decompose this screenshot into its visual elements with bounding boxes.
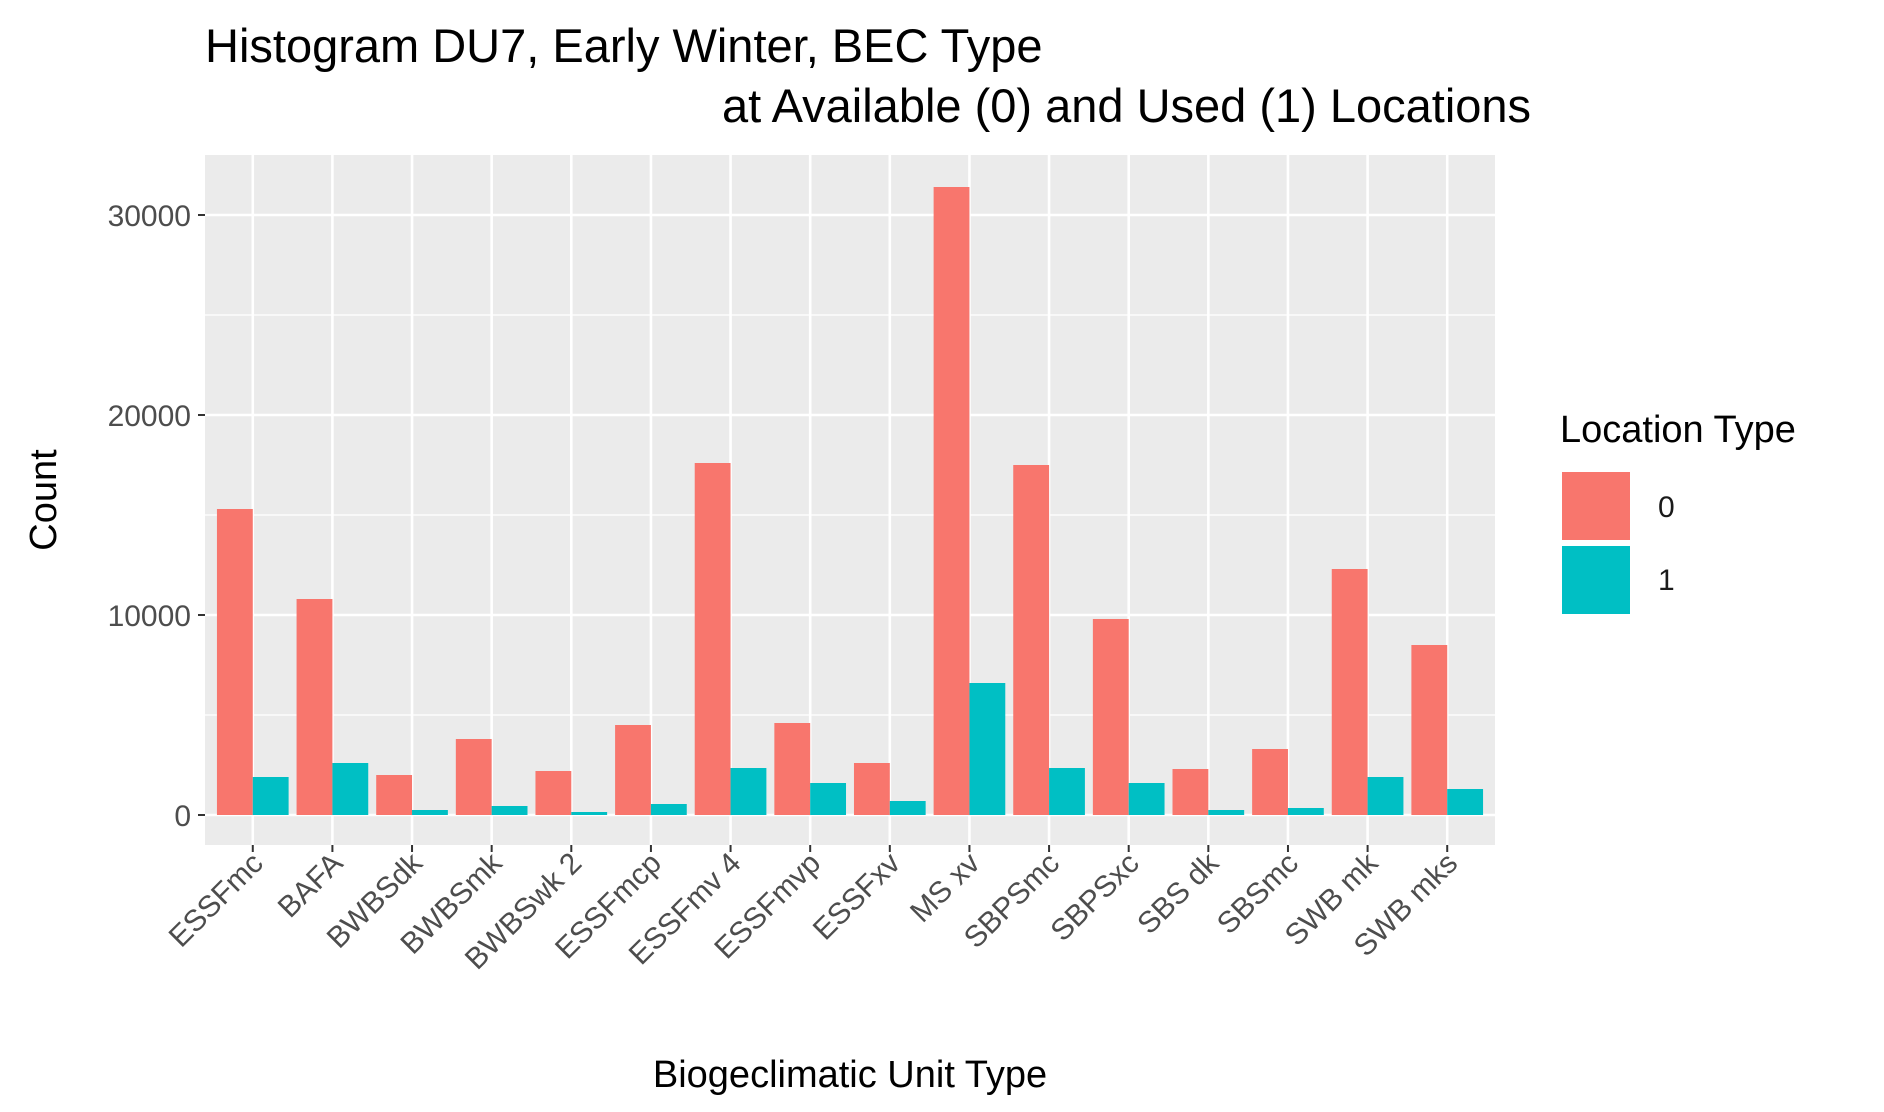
bar-series-1-BWBSwk-2: [571, 812, 608, 815]
x-tick-label: ESSFxv: [807, 847, 907, 947]
y-tick-label: 20000: [108, 400, 191, 433]
bar-series-1-SBPSxc: [1128, 783, 1165, 815]
x-tick-label: SBS dk: [1131, 846, 1226, 941]
bar-series-1-BAFA: [332, 763, 369, 815]
bar-series-0-SBPSxc: [1092, 619, 1129, 815]
bar-series-0-ESSFmv-4: [694, 463, 731, 815]
chart-title-line-1: Histogram DU7, Early Winter, BEC Type: [205, 19, 1043, 72]
bar-series-0-ESSFxv: [853, 763, 890, 815]
legend: Location Type 0 1: [1560, 409, 1796, 614]
bar-series-1-ESSFmvp: [810, 783, 847, 815]
bar-series-0-SWB-mk: [1331, 569, 1368, 815]
y-tick-label: 10000: [108, 600, 191, 633]
bar-series-1-BWBSdk: [412, 810, 448, 815]
y-axis-title: Count: [23, 449, 65, 551]
bar-series-0-BWBSdk: [376, 775, 413, 815]
bar-series-0-ESSFmvp: [774, 723, 811, 815]
bar-series-0-BAFA: [296, 599, 333, 815]
bar-series-1-SBS-dk: [1208, 810, 1245, 815]
plot-panel: [205, 155, 1495, 845]
bar-series-1-ESSFmv-4: [730, 768, 767, 815]
bar-series-0-BWBSwk-2: [535, 771, 572, 815]
x-axis-title: Biogeclimatic Unit Type: [653, 1054, 1047, 1096]
bars: [216, 187, 1484, 815]
bar-series-0-SBPSmc: [1013, 465, 1050, 815]
legend-key-0: [1562, 472, 1630, 540]
x-tick-label: ESSFmc: [163, 847, 270, 954]
bar-series-1-ESSFxv: [889, 801, 926, 815]
bar-series-0-SBSmc: [1252, 749, 1288, 815]
bar-series-0-BWBSmk: [455, 739, 492, 815]
bar-series-1-BWBSmk: [491, 806, 528, 815]
legend-title: Location Type: [1560, 409, 1796, 451]
bar-series-1-ESSFmc: [252, 777, 289, 815]
bar-series-0-SWB-mks: [1411, 645, 1448, 815]
y-axis: 0 10000 20000 30000: [108, 200, 205, 833]
bar-series-1-SBSmc: [1287, 808, 1324, 815]
bar-series-0-SBS-dk: [1172, 769, 1209, 815]
bar-series-0-ESSFmcp: [615, 725, 651, 815]
bar-series-0-MS-xv: [933, 187, 970, 815]
bar-series-1-MS-xv: [969, 683, 1006, 815]
y-tick-label: 0: [174, 800, 191, 833]
legend-key-1: [1562, 546, 1630, 614]
legend-label-1: 1: [1658, 564, 1675, 597]
bar-series-0-ESSFmc: [216, 509, 253, 815]
legend-label-0: 0: [1658, 491, 1675, 524]
chart-title-line-2: at Available (0) and Used (1) Locations: [722, 79, 1531, 132]
x-tick-label: SBPSxc: [1045, 847, 1146, 948]
bar-series-1-SBPSmc: [1049, 768, 1085, 815]
bar-series-1-ESSFmcp: [650, 804, 687, 815]
bar-series-1-SWB-mks: [1447, 789, 1484, 815]
x-tick-label: BAFA: [272, 847, 350, 925]
y-tick-label: 30000: [108, 200, 191, 233]
bar-series-1-SWB-mk: [1367, 777, 1404, 815]
